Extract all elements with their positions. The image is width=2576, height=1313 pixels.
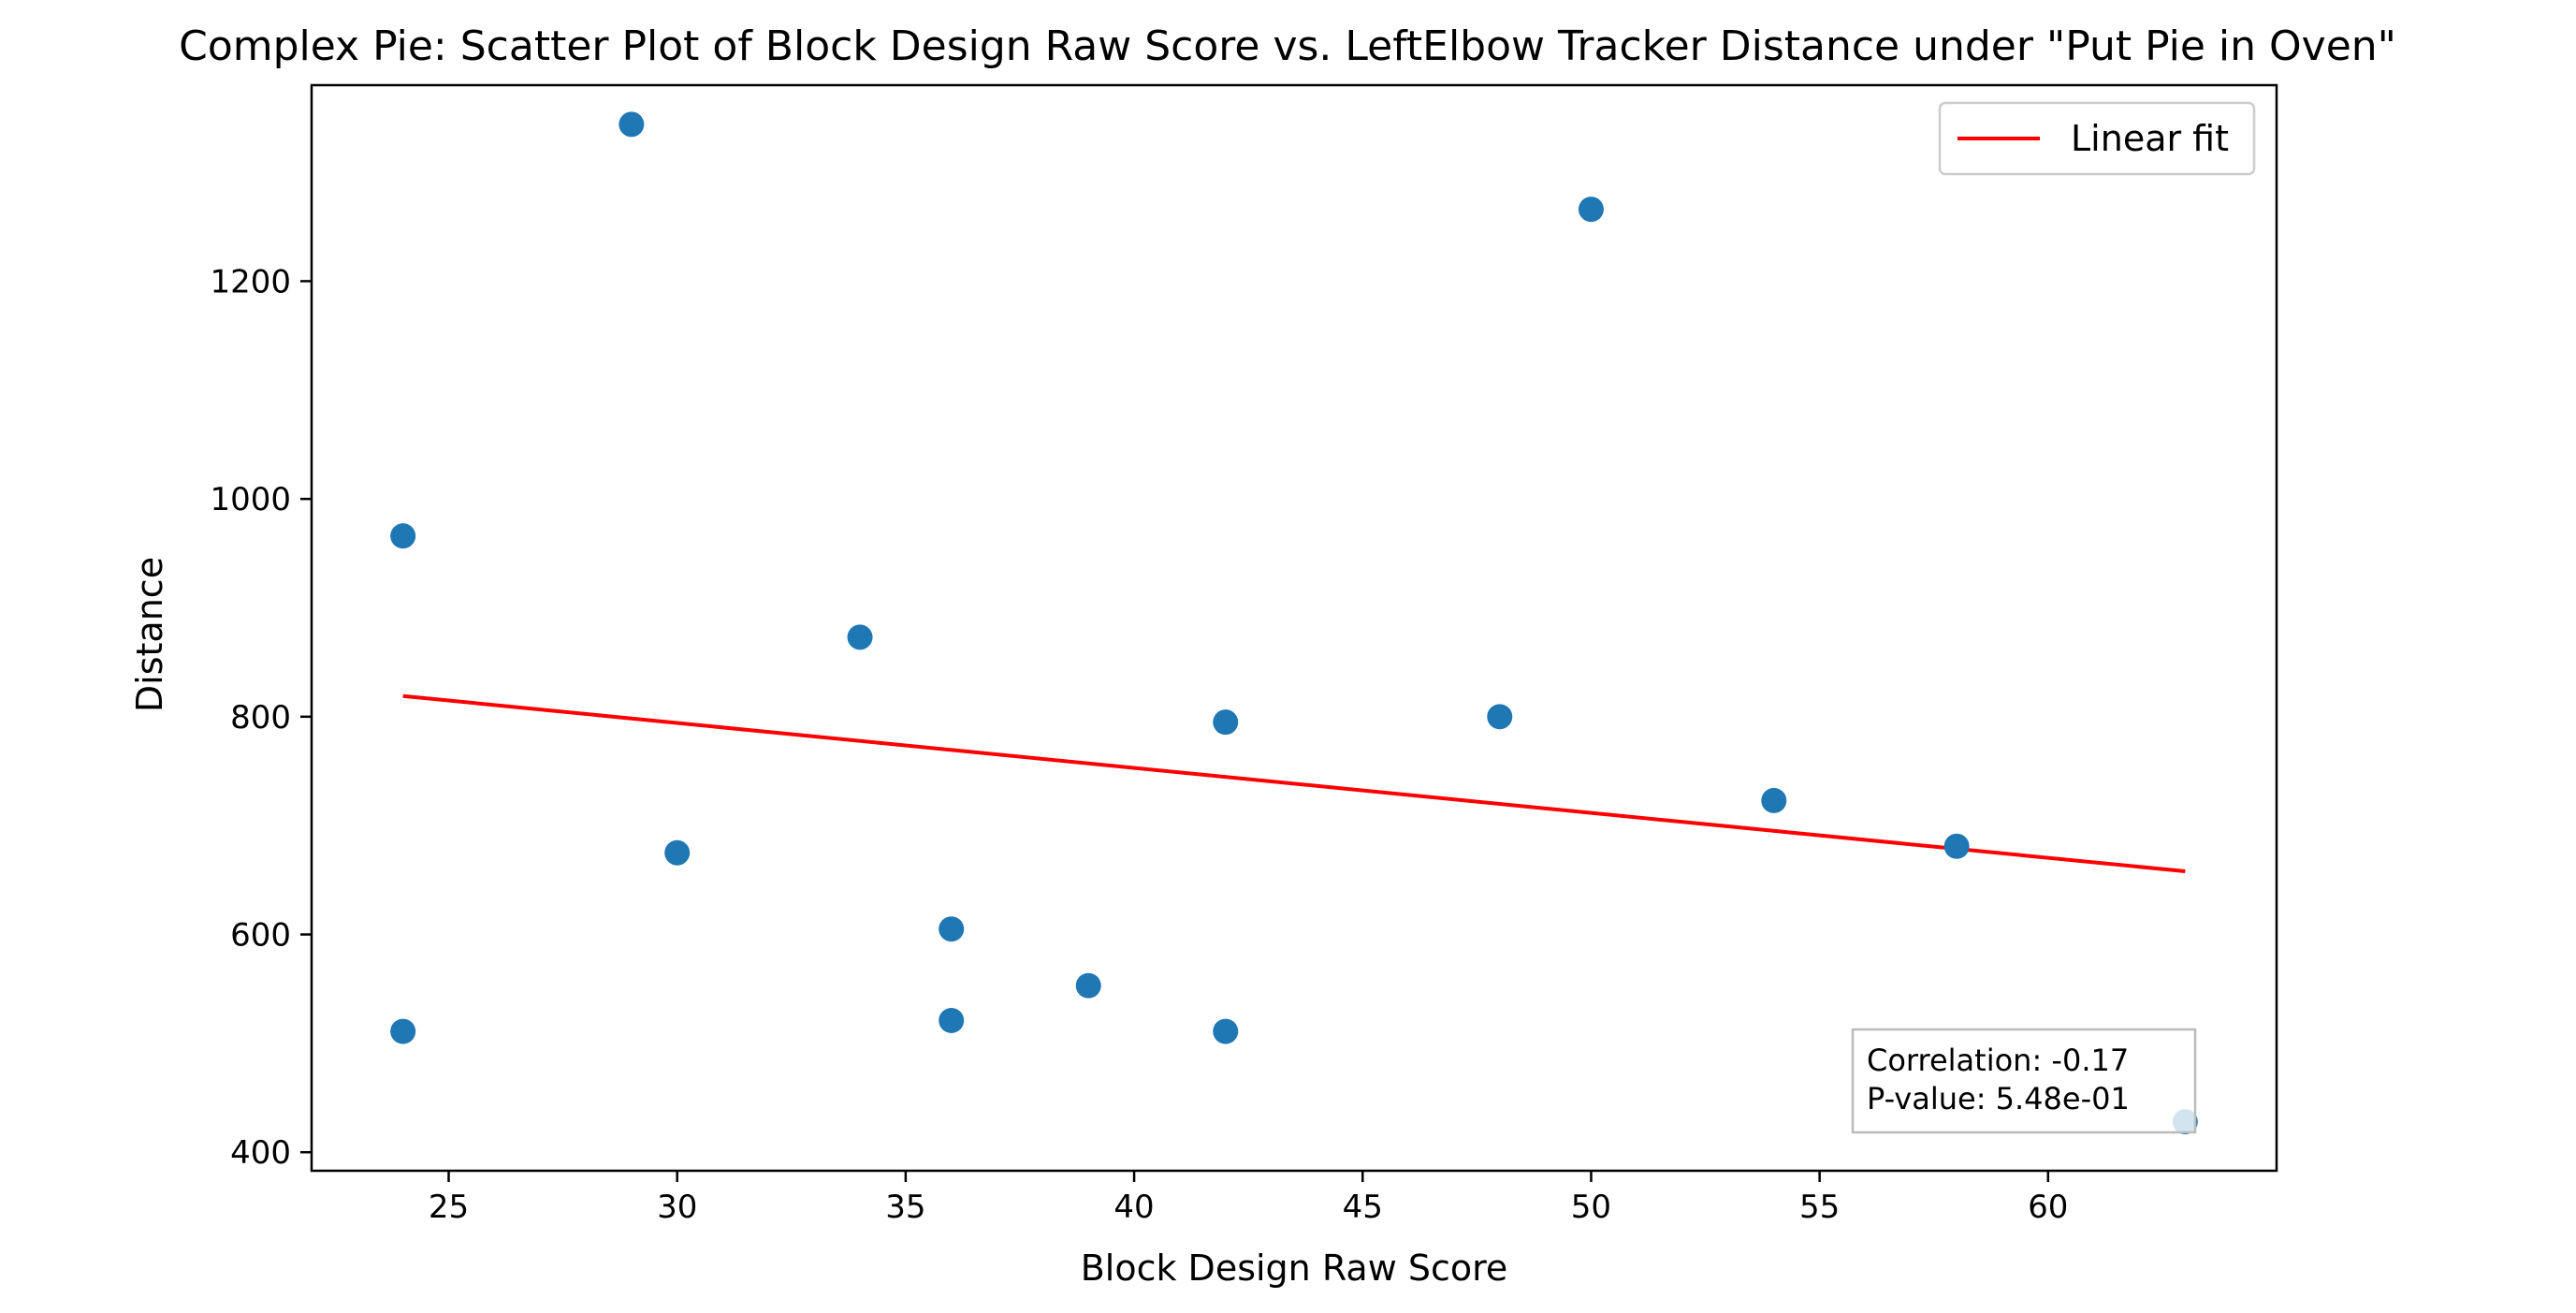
legend-label-linear-fit: Linear fit — [2071, 118, 2229, 159]
y-axis: 400 600 800 1000 1200 — [210, 263, 312, 1172]
scatter-point — [390, 1018, 416, 1044]
legend-box — [1938, 101, 2256, 176]
scatter-point — [1578, 197, 1604, 223]
y-tick-label: 1000 — [210, 481, 291, 518]
scatter-point — [1943, 833, 1970, 859]
x-axis: 25 30 35 40 45 50 55 60 — [429, 1171, 2068, 1226]
legend: Linear fit — [1938, 101, 2256, 176]
scatter-point — [390, 523, 416, 549]
x-axis-label: Block Design Raw Score — [1081, 1247, 1508, 1289]
scatter-point — [619, 111, 645, 138]
y-axis-label: Distance — [129, 557, 170, 712]
stats-annotation: Correlation: -0.17 P-value: 5.48e-01 — [1851, 1028, 2197, 1134]
x-tick-label: 45 — [1343, 1189, 1383, 1226]
x-tick-label: 25 — [429, 1189, 469, 1226]
scatter-point — [1487, 704, 1513, 730]
x-tick-label: 60 — [2028, 1189, 2068, 1226]
plot-frame — [310, 83, 2278, 1173]
linear-fit-line — [402, 693, 2186, 874]
stats-p-value: P-value: 5.48e-01 — [1867, 1081, 2130, 1116]
x-tick-label: 50 — [1571, 1189, 1611, 1226]
x-tick-label: 35 — [885, 1189, 925, 1226]
stats-box — [1851, 1028, 2197, 1134]
chart-title: Complex Pie: Scatter Plot of Block Desig… — [179, 22, 2396, 70]
scatter-point — [847, 624, 873, 650]
x-tick-label: 30 — [657, 1189, 697, 1226]
x-tick-label: 55 — [1799, 1189, 1840, 1226]
scatter-point — [664, 839, 691, 866]
scatter-point — [1075, 972, 1101, 999]
y-tick-label: 1200 — [210, 263, 291, 300]
y-tick-label: 400 — [230, 1134, 291, 1172]
stats-correlation: Correlation: -0.17 — [1867, 1043, 2129, 1078]
x-tick-label: 40 — [1113, 1189, 1154, 1226]
scatter-point — [1761, 787, 1787, 813]
scatter-point — [939, 916, 965, 942]
y-tick-label: 800 — [230, 699, 291, 737]
scatter-point — [939, 1007, 965, 1033]
scatter-point — [1213, 709, 1239, 736]
plot-area — [312, 85, 2277, 1171]
y-tick-label: 600 — [230, 917, 291, 955]
scatter-point — [1213, 1018, 1239, 1044]
